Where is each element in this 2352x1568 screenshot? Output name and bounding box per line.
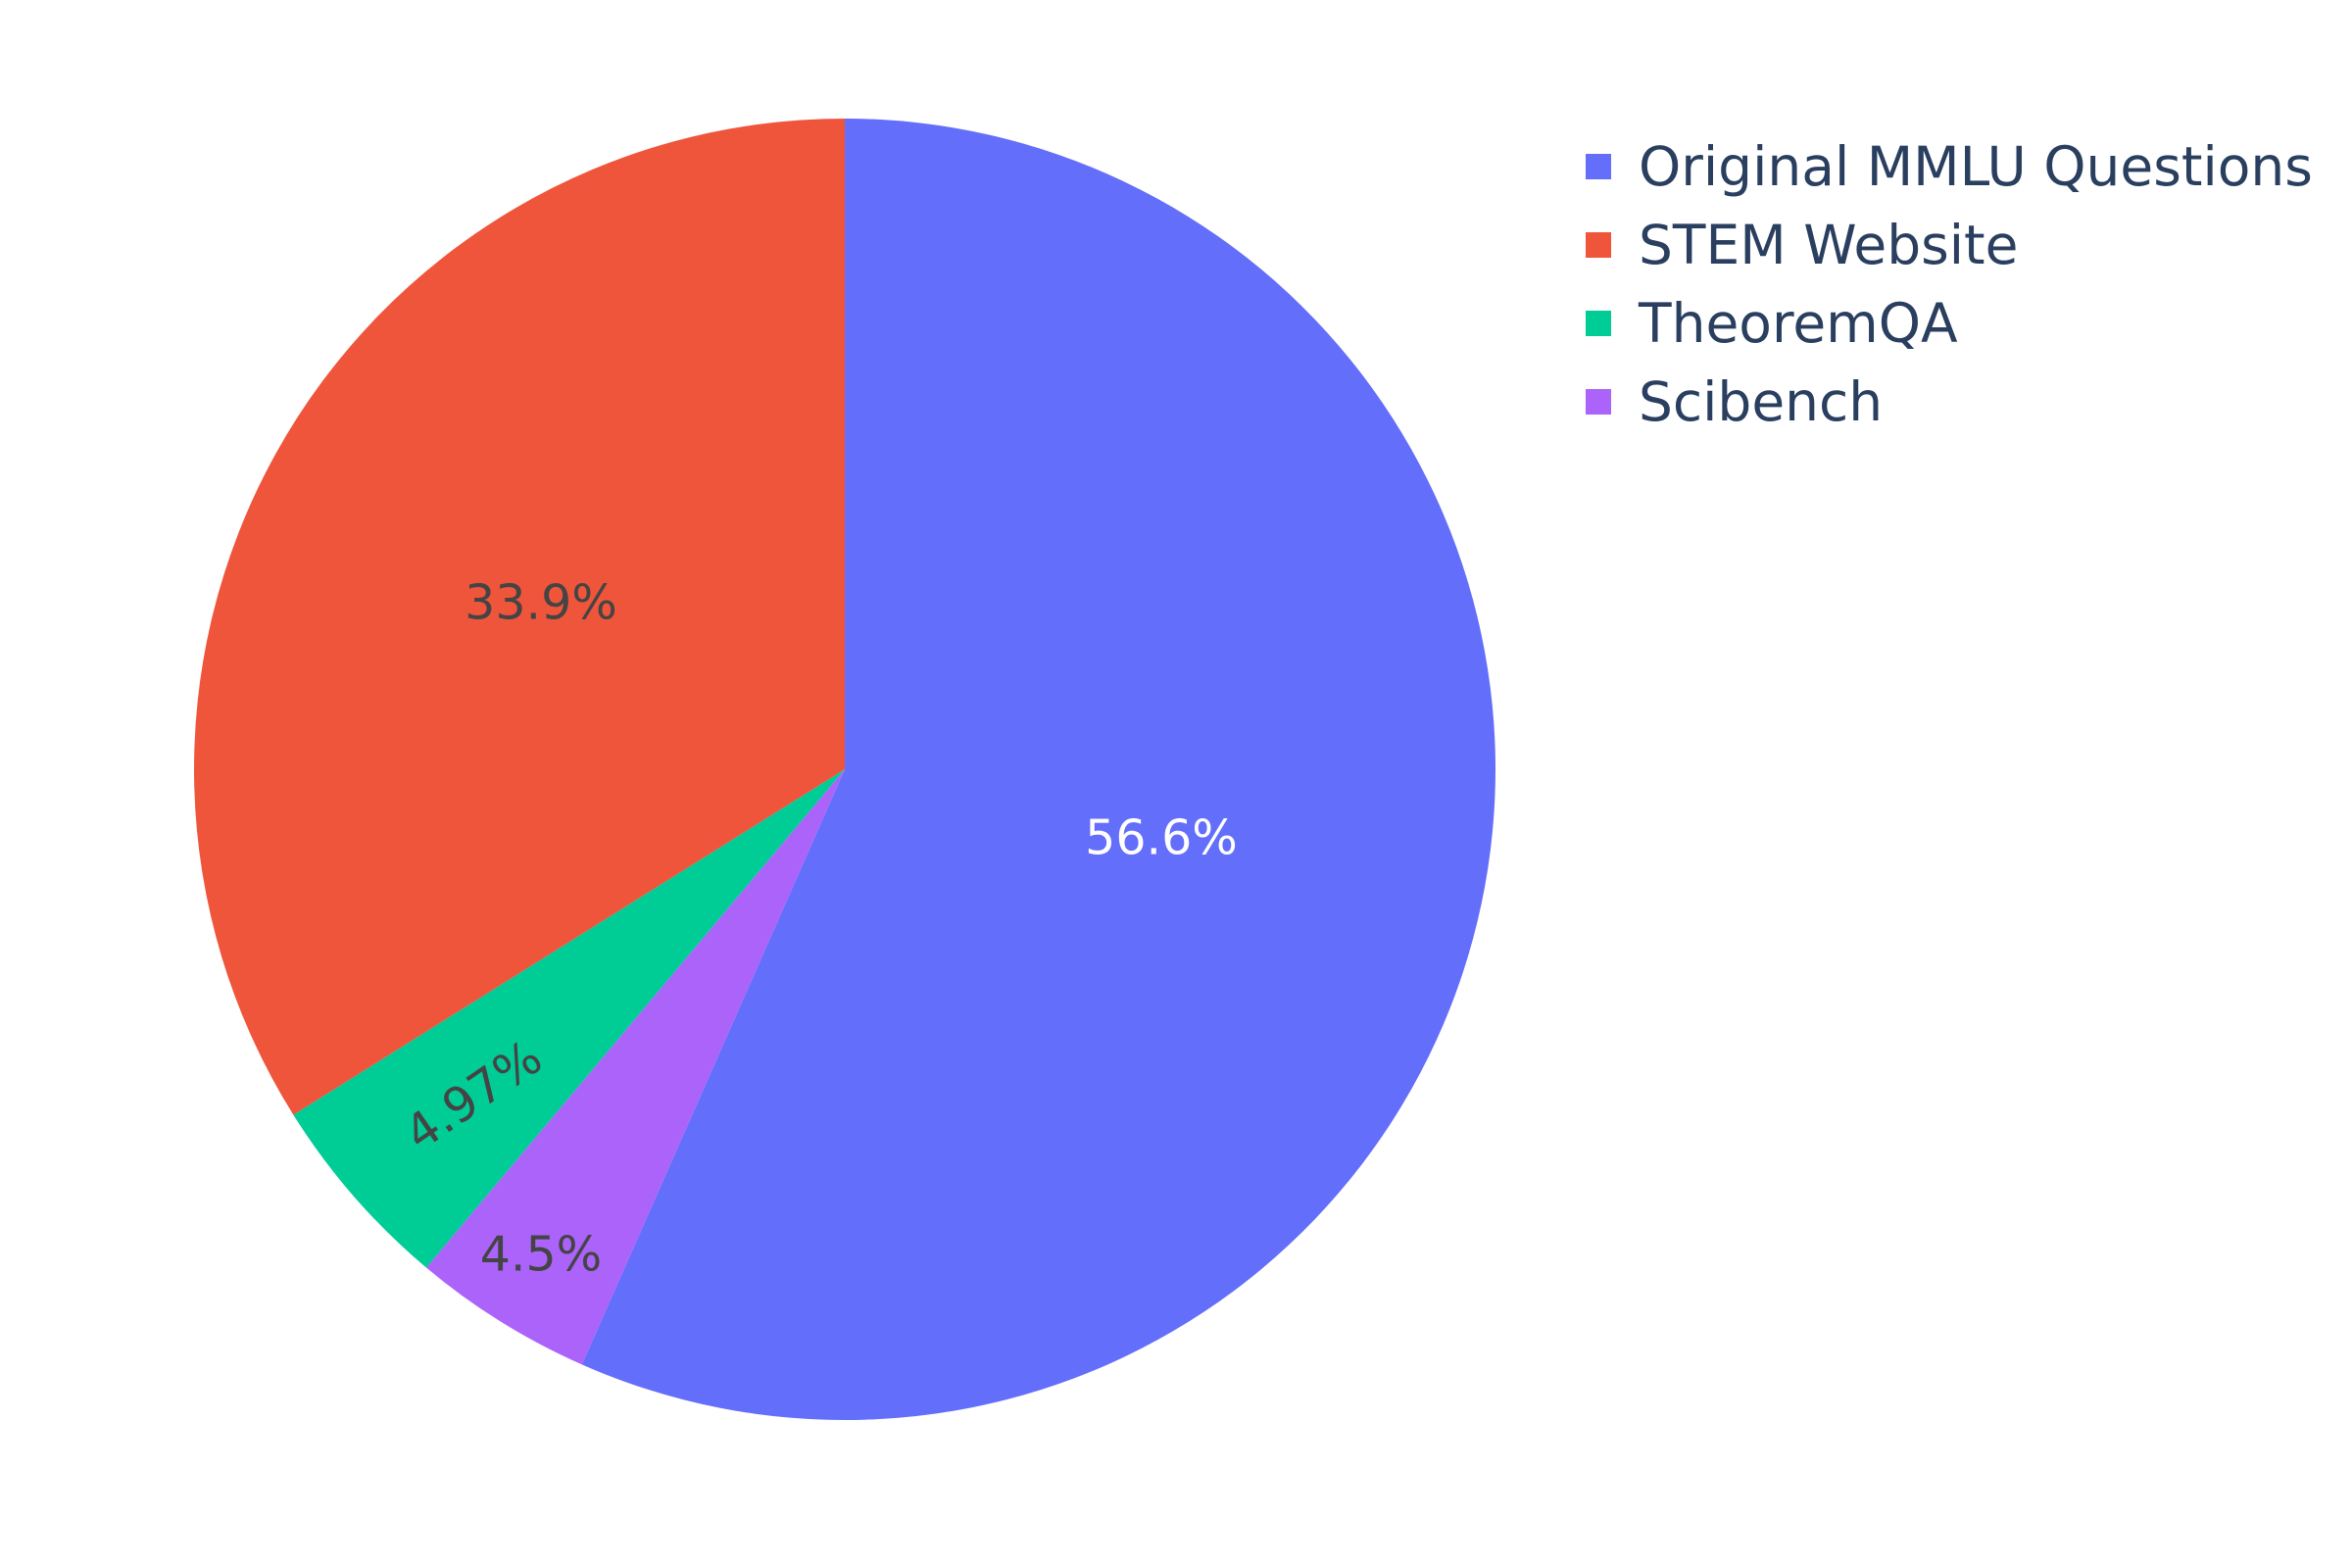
slice-label-scibench: 4.5% [480,1227,603,1283]
pie-slice-theoremqa[interactable] [293,769,845,1268]
legend-item-original-mmlu-questions[interactable]: Original MMLU Questions [1586,135,2313,198]
legend-swatch [1586,154,1611,179]
legend-swatch [1586,389,1611,415]
legend-label: STEM Website [1639,214,2018,276]
legend-label: Original MMLU Questions [1639,135,2313,198]
legend-item-theoremqa[interactable]: TheoremQA [1586,292,1958,355]
pie-slices [193,119,1496,1420]
slice-label-original-mmlu-questions: 56.6% [1085,810,1238,866]
slice-label-stem-website: 33.9% [465,575,617,631]
pie-slice-stem-website[interactable] [193,119,845,1115]
legend-swatch [1586,311,1611,336]
legend-swatch [1586,232,1611,258]
pie-slice-scibench[interactable] [425,769,845,1365]
legend-item-scibench[interactable]: Scibench [1586,370,1883,433]
pie-slice-original-mmlu-questions[interactable] [581,119,1496,1420]
legend-item-stem-website[interactable]: STEM Website [1586,214,2018,276]
legend[interactable]: Original MMLU Questions STEM Website Theor… [1586,135,2313,433]
legend-label: TheoremQA [1638,292,1958,355]
legend-label: Scibench [1639,370,1883,433]
